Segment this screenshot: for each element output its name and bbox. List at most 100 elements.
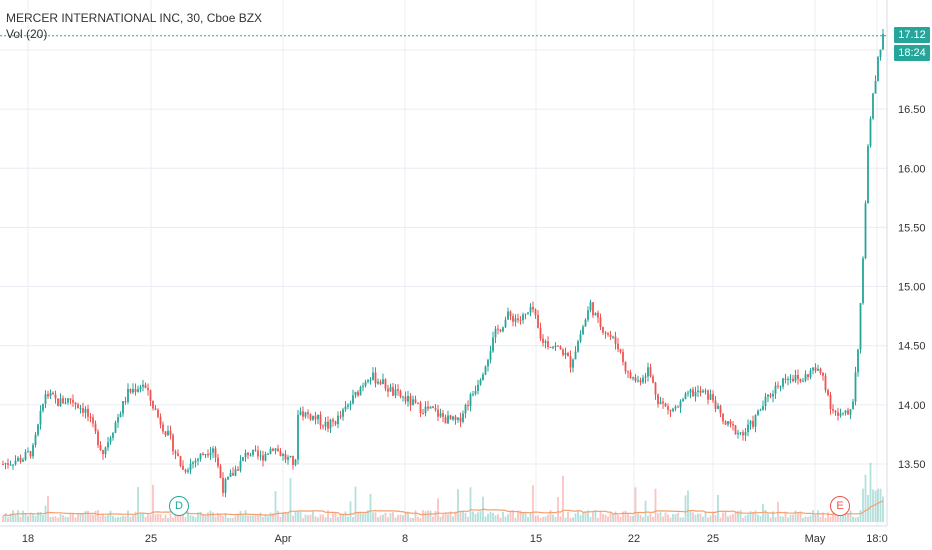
volume-bar <box>392 512 394 522</box>
candle-down <box>534 308 537 319</box>
candle-down <box>539 322 542 342</box>
candle-up <box>479 378 482 386</box>
volume-bar <box>627 512 629 522</box>
candle-up <box>199 453 202 462</box>
candle-up <box>192 460 194 469</box>
candle-down <box>639 377 642 386</box>
volume-bar <box>864 474 867 522</box>
candle-up <box>252 449 254 457</box>
volume-bar <box>497 514 499 522</box>
candle-up <box>439 408 442 418</box>
volume-bar <box>457 489 459 522</box>
candle-down <box>627 370 629 379</box>
candle-down <box>257 445 259 460</box>
candle-down <box>832 404 834 414</box>
volume-bar <box>539 517 542 522</box>
volume-bar <box>19 516 22 522</box>
volume-bar <box>622 511 624 522</box>
volume-bar <box>87 510 89 522</box>
volume-bar <box>707 517 709 522</box>
candle-up <box>27 447 29 453</box>
candle-up <box>394 384 397 399</box>
candle-up <box>879 49 882 61</box>
volume-bar <box>334 512 337 522</box>
volume-bar <box>452 516 454 522</box>
candle-down <box>667 403 669 415</box>
time-tick-label: 25 <box>707 533 719 545</box>
earnings-event-marker[interactable]: E <box>830 496 850 516</box>
candle-down <box>52 391 54 395</box>
candle-up <box>349 400 352 411</box>
candle-up <box>762 400 764 411</box>
candle-up <box>647 362 649 382</box>
volume-bar <box>27 516 29 522</box>
volume-bar <box>662 516 664 522</box>
volume-bar <box>599 510 602 522</box>
candle-down <box>449 414 452 420</box>
candle-up <box>297 409 299 465</box>
candle-down <box>532 301 534 313</box>
volume-bar <box>719 517 722 522</box>
volume-bar <box>354 486 357 522</box>
candle-down <box>222 472 224 497</box>
volume-bar <box>264 515 267 522</box>
volume-bar <box>792 514 794 522</box>
volume-bar <box>199 511 202 522</box>
candle-down <box>792 374 794 383</box>
price-tick-label: 15.50 <box>898 222 926 234</box>
volume-bar <box>154 514 157 522</box>
dividend-event-marker[interactable]: D <box>169 496 189 516</box>
volume-bar <box>504 516 507 522</box>
candle-down <box>207 449 209 458</box>
candle-down <box>649 363 652 378</box>
candle-down <box>657 393 659 408</box>
volume-bar <box>324 517 327 522</box>
candle-down <box>147 383 149 396</box>
candle-up <box>587 306 589 322</box>
candle-down <box>332 417 334 427</box>
candle-down <box>404 391 407 405</box>
candle-up <box>679 399 682 413</box>
candle-up <box>764 392 767 411</box>
volume-bar <box>794 510 797 522</box>
candle-down <box>777 381 779 389</box>
candle-down <box>432 405 434 409</box>
candle-up <box>429 406 432 409</box>
volume-bar <box>812 510 814 522</box>
volume-bar <box>657 513 659 522</box>
time-tick-label: 18:0 <box>866 533 887 545</box>
candle-up <box>874 75 877 94</box>
volume-bar <box>257 515 259 522</box>
candle-up <box>317 414 319 425</box>
candle-down <box>219 463 222 479</box>
candle-down <box>57 398 59 407</box>
volume-bar <box>699 513 702 522</box>
candle-up <box>239 455 242 473</box>
volume-bar <box>262 517 264 522</box>
candle-up <box>287 454 289 465</box>
volume-bar <box>544 516 547 522</box>
candle-up <box>544 339 547 349</box>
volume-bar <box>162 517 164 522</box>
candle-up <box>849 409 852 420</box>
volume-bar <box>332 513 334 522</box>
volume-bar <box>124 516 127 522</box>
volume-bar <box>579 515 582 522</box>
volume-bar <box>749 511 752 522</box>
candle-up <box>687 390 689 397</box>
volume-bar <box>477 512 479 522</box>
candle-up <box>229 469 232 477</box>
candle-up <box>44 390 47 409</box>
volume-bar <box>682 517 684 522</box>
candle-up <box>249 452 252 457</box>
candle-down <box>272 447 274 452</box>
candle-up <box>477 379 479 395</box>
candle-up <box>194 458 197 468</box>
candle-up <box>694 386 697 402</box>
candle-down <box>669 409 672 417</box>
volume-bar <box>684 495 687 522</box>
volume-bar <box>512 510 514 522</box>
volume-bar <box>702 516 704 522</box>
candle-down <box>184 468 187 474</box>
